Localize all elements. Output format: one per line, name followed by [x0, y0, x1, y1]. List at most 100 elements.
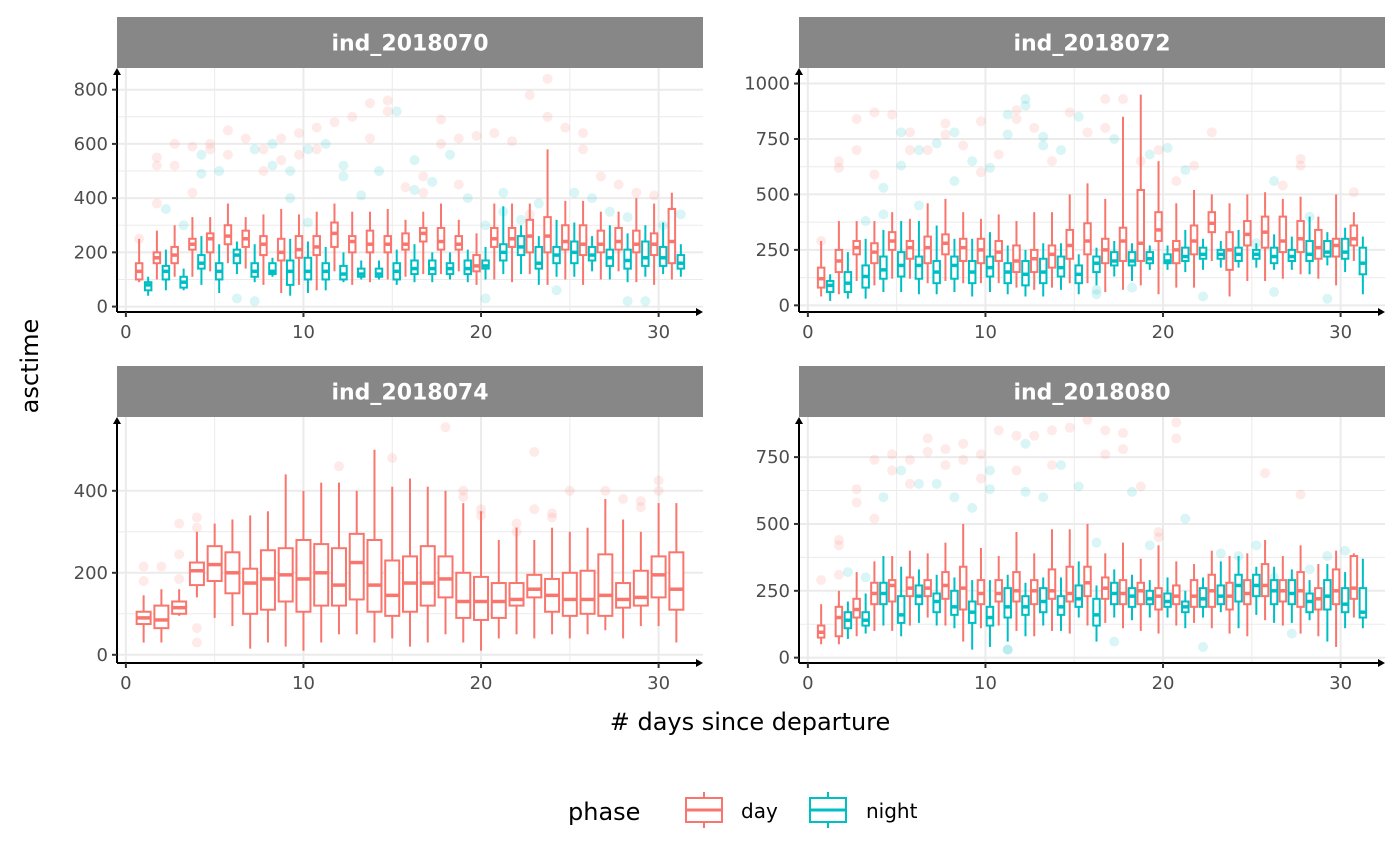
outlier-point: [445, 149, 456, 160]
box-night-21: [1181, 229, 1190, 273]
outlier-point: [1020, 100, 1031, 111]
outlier-point: [1153, 526, 1164, 537]
box-day-4: [188, 531, 205, 598]
box-day-8: [941, 198, 950, 281]
box-night-26: [1269, 234, 1279, 270]
outlier-point: [833, 156, 844, 167]
box-day-30: [1331, 550, 1341, 647]
outlier-point: [569, 187, 580, 198]
box-day-5: [887, 212, 897, 279]
x-tick-label: 20: [470, 673, 493, 694]
box-iqr: [472, 254, 481, 273]
series-day: [135, 422, 685, 651]
y-tick-label: 500: [756, 514, 790, 535]
box-day-13: [1029, 212, 1039, 290]
outlier-point: [975, 167, 986, 178]
box-night-10: [985, 580, 995, 647]
outlier-point: [578, 128, 589, 139]
outlier-point: [1002, 129, 1013, 140]
outlier-point: [931, 138, 942, 149]
box-iqr: [1074, 584, 1083, 608]
axes: 0 250 500 750 0 10 20 30: [756, 417, 1385, 694]
box-day-11: [994, 556, 1003, 626]
box-night-1: [825, 274, 835, 301]
box-night-18: [1127, 574, 1137, 621]
box-day-6: [905, 218, 915, 279]
box-night-24: [1234, 229, 1243, 268]
outlier-point: [984, 484, 995, 495]
box-night-12: [1021, 249, 1030, 297]
outlier-point: [453, 179, 464, 190]
outlier-point: [587, 193, 598, 204]
outlier-point: [196, 149, 207, 160]
box-day-8: [259, 214, 268, 285]
outlier-point: [1322, 293, 1333, 304]
box-iqr: [1012, 571, 1021, 603]
y-tick-label: 400: [74, 188, 108, 209]
facet-title: ind_2018074: [331, 381, 488, 406]
outlier-point: [418, 171, 429, 182]
box-day-9: [958, 523, 968, 642]
box-day-9: [276, 208, 286, 294]
outlier-point: [542, 111, 553, 122]
box-day-6: [905, 550, 915, 626]
outlier-point: [1100, 94, 1111, 105]
box-night-17: [1110, 241, 1119, 277]
box-day-12: [1012, 531, 1021, 631]
outlier-point: [409, 155, 420, 166]
y-tick-label: 200: [74, 563, 108, 584]
outlier-point: [1340, 545, 1351, 556]
box-day-15: [1065, 194, 1074, 284]
box-day-8: [941, 542, 950, 626]
x-tick-label: 10: [292, 673, 315, 694]
outlier-point: [842, 567, 853, 578]
outlier-point: [160, 203, 171, 214]
outlier-point: [516, 214, 527, 225]
outlier-point: [851, 114, 862, 125]
legend-label-day: day: [741, 799, 778, 823]
outlier-point: [498, 187, 509, 198]
box-day-17: [419, 486, 436, 643]
box-night-4: [879, 556, 888, 626]
box-day-24: [1225, 203, 1234, 297]
box-day-28: [1296, 196, 1305, 275]
box-day-26: [578, 200, 588, 285]
outlier-point: [205, 144, 216, 155]
outlier-point: [347, 111, 358, 122]
box-iqr: [1234, 573, 1243, 603]
box-iqr: [303, 256, 313, 281]
outlier-point: [922, 145, 933, 156]
outlier-point: [949, 176, 960, 187]
box-night-27: [1287, 236, 1297, 270]
box-day-29: [1314, 564, 1323, 637]
box-day-29: [1314, 216, 1323, 279]
box-iqr: [614, 226, 623, 251]
outlier-point: [138, 561, 149, 572]
box-night-19: [1145, 245, 1155, 270]
axes: 0 250 500 750 1000 0 10 20 30: [744, 68, 1385, 343]
box-iqr: [242, 567, 259, 615]
outlier-point: [940, 444, 951, 455]
box-night-20: [1163, 577, 1172, 618]
y-axis-arrow: [113, 417, 121, 424]
box-day-31: [667, 192, 677, 280]
facet-title: ind_2018072: [1013, 32, 1170, 57]
box-night-4: [879, 229, 888, 293]
box-iqr: [1092, 597, 1101, 627]
outlier-point: [1269, 287, 1280, 298]
box-iqr: [295, 539, 312, 613]
box-iqr: [579, 569, 596, 615]
box-iqr: [958, 237, 968, 262]
box-iqr: [419, 545, 436, 607]
outlier-point: [302, 144, 313, 155]
box-iqr: [1047, 244, 1057, 269]
outlier-point: [1118, 94, 1129, 105]
box-day-28: [614, 211, 623, 272]
outlier-point: [436, 138, 447, 149]
outlier-point: [1135, 481, 1146, 492]
box-iqr: [1358, 246, 1368, 276]
outlier-point: [1038, 492, 1049, 503]
outlier-point: [869, 513, 880, 524]
outlier-point: [471, 130, 482, 141]
outlier-point: [191, 637, 202, 648]
